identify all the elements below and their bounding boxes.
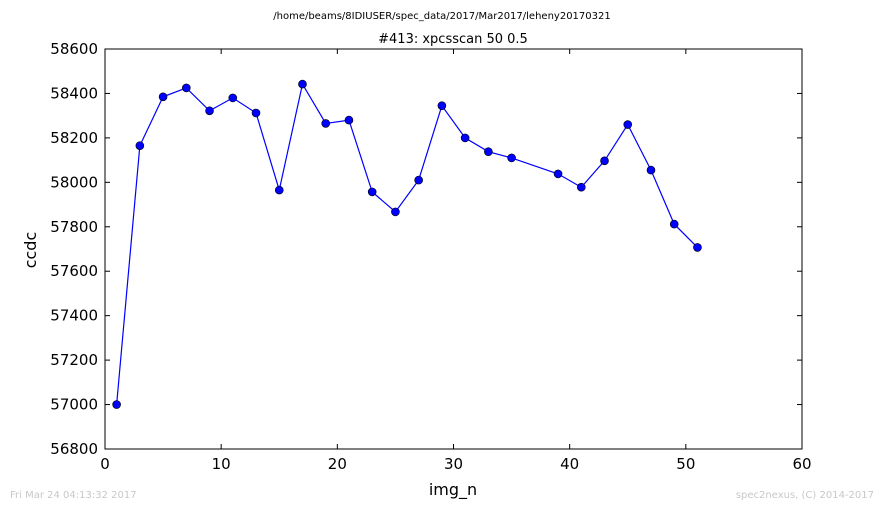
data-point xyxy=(251,108,261,118)
data-point xyxy=(205,106,214,116)
data-point xyxy=(646,165,656,175)
x-tick-label: 40 xyxy=(560,455,579,473)
y-tick-label: 56800 xyxy=(50,440,98,458)
data-point xyxy=(367,187,377,197)
data-point xyxy=(600,156,609,166)
x-tick-label: 50 xyxy=(676,455,695,473)
x-tick-label: 20 xyxy=(328,455,347,473)
y-tick-label: 57800 xyxy=(50,218,98,236)
y-tick-label: 57200 xyxy=(50,351,98,369)
data-point xyxy=(693,243,702,252)
footer-credit: spec2nexus, (C) 2014-2017 xyxy=(736,490,874,501)
x-tick-label: 10 xyxy=(212,455,231,473)
data-point xyxy=(576,182,586,192)
chart-title: #413: xpcsscan 50 0.5 xyxy=(378,32,528,47)
data-point xyxy=(274,185,284,195)
data-point xyxy=(135,141,145,150)
data-point xyxy=(460,133,470,143)
data-point xyxy=(391,207,400,217)
data-point xyxy=(623,120,633,129)
y-tick-label: 57600 xyxy=(50,262,98,280)
data-point xyxy=(112,400,121,409)
data-point xyxy=(182,83,191,93)
data-point xyxy=(553,169,563,179)
series-line xyxy=(116,82,698,405)
y-tick-label: 58200 xyxy=(50,129,98,147)
y-tick-label: 57000 xyxy=(50,396,98,414)
plot-frame xyxy=(104,48,803,450)
data-point xyxy=(158,92,168,102)
x-tick-label: 30 xyxy=(444,455,463,473)
data-point xyxy=(414,175,423,185)
data-point xyxy=(298,79,307,89)
y-tick-label: 58600 xyxy=(50,40,98,58)
data-point xyxy=(228,93,238,103)
data-point xyxy=(321,119,331,128)
x-tick-label: 60 xyxy=(792,455,811,473)
x-tick-label: 0 xyxy=(100,455,110,473)
data-point xyxy=(437,101,447,110)
data-point xyxy=(669,219,679,229)
file-path-header: /home/beams/8IDIUSER/spec_data/2017/Mar2… xyxy=(273,11,610,22)
data-point xyxy=(344,115,354,125)
y-axis-label: ccdc xyxy=(21,232,40,269)
data-point xyxy=(484,147,493,156)
y-tick-label: 57400 xyxy=(50,307,98,325)
footer-timestamp: Fri Mar 24 04:13:32 2017 xyxy=(10,490,137,501)
y-tick-label: 58400 xyxy=(50,84,98,102)
data-point xyxy=(507,153,516,163)
x-axis-label: img_n xyxy=(429,480,477,500)
y-tick-label: 58000 xyxy=(50,173,98,191)
